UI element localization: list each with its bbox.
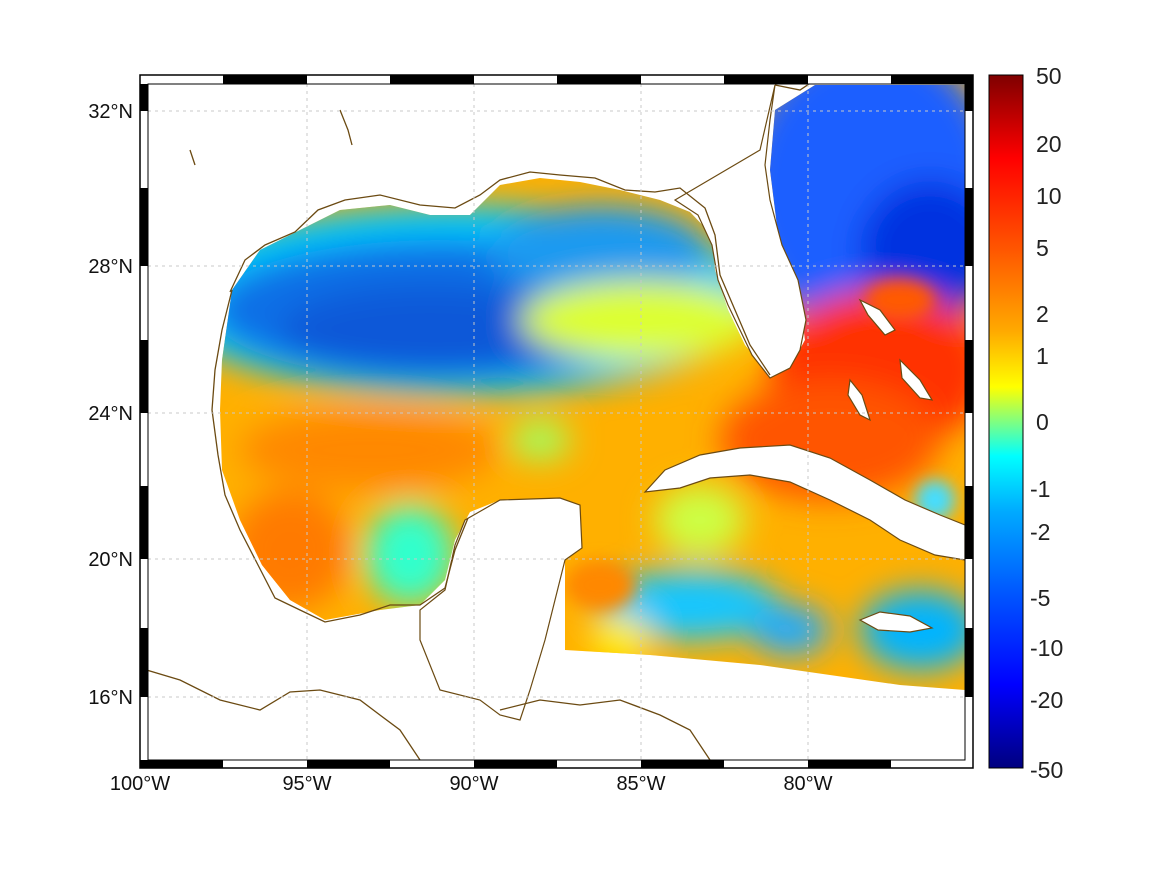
yucatan-peninsula [419,497,583,721]
lon-label: 80°W [783,773,832,795]
land-masses [419,84,965,721]
colorbar-label: 5 [1036,235,1049,261]
colorbar-label: 2 [1036,301,1049,327]
lon-axis: 100°W 95°W 90°W 85°W 80°W [110,773,833,795]
lon-label: 85°W [616,773,665,795]
lat-label: 24°N [88,403,133,425]
colorbar-label: -2 [1030,519,1050,545]
lat-label: 16°N [88,687,133,709]
map-frame [139,74,974,769]
colorbar-label: 0 [1036,409,1049,435]
coastlines [148,84,811,760]
lat-label: 20°N [88,549,133,571]
graticule [148,84,965,760]
colorbar-label: -1 [1030,476,1050,502]
colorbar-label: 1 [1036,343,1049,369]
colorbar-label: 20 [1036,131,1062,157]
colorbar-label: -50 [1030,757,1063,783]
colorbar: 50 20 10 5 2 1 0 -1 -2 -5 -10 -20 -50 [988,63,1063,783]
data-field [220,85,965,690]
colorbar-label: -10 [1030,635,1063,661]
lat-label: 28°N [88,256,133,278]
colorbar-label: -5 [1030,585,1050,611]
jamaica-island [858,611,934,633]
florida-peninsula [673,84,807,379]
lon-label: 100°W [110,773,170,795]
lon-label: 95°W [282,773,331,795]
cuba-island [643,444,965,561]
lat-label: 32°N [88,101,133,123]
lon-label: 90°W [449,773,498,795]
colorbar-scale [988,74,1024,769]
colorbar-label: 50 [1036,63,1062,89]
colorbar-label: 10 [1036,183,1062,209]
colorbar-label: -20 [1030,687,1063,713]
lat-axis: 32°N 28°N 24°N 20°N 16°N [88,101,133,709]
